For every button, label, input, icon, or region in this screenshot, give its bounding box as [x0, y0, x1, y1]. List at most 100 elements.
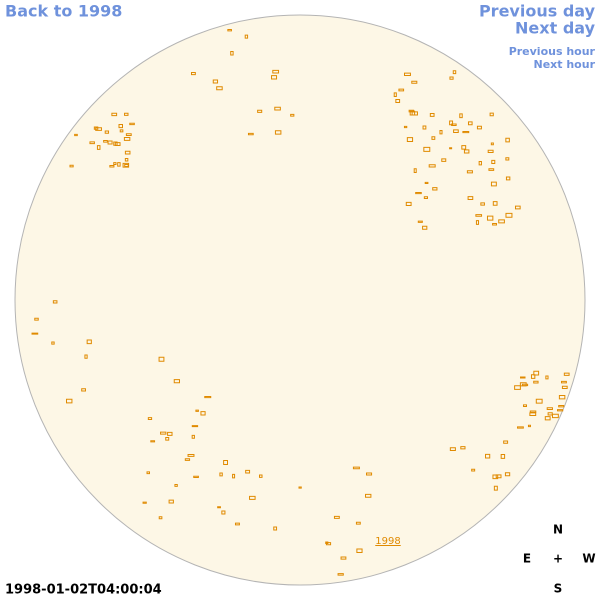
active-region-contour	[395, 99, 401, 103]
active-region-contour	[505, 176, 511, 181]
active-region-contour	[520, 376, 526, 379]
active-region-contour	[187, 453, 195, 457]
active-region-contour	[429, 112, 435, 117]
active-region-contour	[449, 76, 454, 80]
next-day-link[interactable]: Next day	[515, 19, 596, 38]
active-region-contour	[212, 79, 219, 84]
active-region-contour	[173, 379, 180, 384]
active-region-contour	[406, 137, 414, 143]
active-region-contour	[84, 354, 88, 359]
active-region-contour	[245, 469, 251, 474]
active-region-contour	[244, 34, 249, 39]
active-region-contour	[223, 460, 228, 465]
active-region-contour	[552, 413, 559, 419]
active-region-contour	[432, 187, 438, 191]
active-region-contour	[558, 394, 566, 400]
active-region-contour	[493, 485, 498, 491]
active-region-contour	[449, 147, 453, 150]
active-region-contour	[449, 447, 456, 451]
active-region-contour	[514, 205, 521, 210]
active-region-contour	[118, 124, 124, 129]
active-region-contour	[165, 436, 170, 441]
active-region-contour	[122, 162, 130, 168]
active-region-contour	[424, 181, 429, 185]
active-region-contour	[113, 162, 117, 165]
active-region-contour	[405, 201, 412, 206]
active-region-contour	[459, 113, 463, 119]
active-region-contour	[352, 466, 360, 470]
active-region-contour	[355, 521, 361, 525]
active-region-contour	[366, 472, 373, 476]
active-region-contour	[81, 388, 86, 392]
active-region-contour	[333, 515, 340, 519]
active-region-contour	[219, 472, 223, 477]
active-region-contour	[146, 471, 150, 475]
active-region-contour	[298, 486, 302, 489]
active-region-contour	[114, 142, 121, 146]
active-region-contour	[247, 132, 254, 136]
active-region-contour	[489, 112, 494, 117]
back-link[interactable]: Back to 1998	[5, 2, 122, 21]
active-region-contour	[274, 106, 281, 111]
active-region-contour	[560, 380, 567, 384]
active-region-contour	[485, 453, 491, 459]
previous-hour-link[interactable]: Previous hour	[509, 45, 596, 58]
active-region-contour	[533, 370, 540, 376]
active-region-contour	[123, 136, 131, 141]
active-region-contour	[475, 220, 480, 225]
active-region-contour	[158, 516, 163, 520]
active-region-contour	[505, 157, 510, 161]
active-region-contour	[274, 130, 282, 135]
compass-west: W	[582, 552, 595, 566]
active-region-contour	[216, 86, 223, 91]
active-region-contour	[544, 416, 551, 421]
active-region-contour	[403, 125, 408, 129]
disk-year-link[interactable]: 1998	[375, 536, 400, 547]
active-region-contour	[167, 431, 173, 436]
active-region-contour	[124, 150, 131, 155]
active-region-contour	[230, 50, 234, 56]
compass-south: S	[554, 582, 563, 596]
active-region-contour	[124, 157, 129, 162]
active-region-contour	[461, 145, 467, 150]
active-region-contour	[249, 495, 256, 500]
active-region-contour	[272, 69, 280, 74]
active-region-contour	[124, 112, 129, 116]
active-region-contour	[273, 526, 278, 531]
active-region-contour	[69, 164, 74, 168]
active-region-contour	[86, 339, 92, 345]
active-region-contour	[514, 385, 521, 390]
contours	[31, 28, 570, 576]
active-region-contour	[490, 181, 497, 187]
active-region-contour	[517, 426, 524, 429]
active-region-contour	[104, 130, 110, 134]
active-region-contour	[221, 510, 226, 515]
active-region-contour	[545, 375, 549, 380]
previous-day-link[interactable]: Previous day	[479, 2, 596, 21]
active-region-contour	[411, 111, 418, 116]
active-region-contour	[217, 506, 221, 509]
active-region-contour	[462, 130, 470, 134]
active-region-contour	[103, 140, 108, 143]
active-region-contour	[522, 404, 527, 408]
active-region-contour	[561, 385, 568, 390]
active-region-contour	[490, 142, 494, 146]
active-region-contour	[492, 222, 497, 226]
active-region-contour	[431, 136, 436, 140]
active-region-contour	[478, 161, 482, 166]
active-region-contour	[325, 542, 332, 546]
active-region-contour	[504, 472, 511, 477]
active-region-contour	[500, 453, 506, 459]
active-region-contour	[158, 356, 165, 362]
active-region-contour	[467, 196, 474, 201]
active-region-contour	[200, 411, 206, 416]
active-region-contour	[422, 125, 427, 130]
active-region-contour	[340, 556, 347, 560]
active-region-contour	[413, 168, 417, 173]
next-hour-link[interactable]: Next hour	[534, 58, 596, 71]
active-region-contour	[546, 407, 553, 410]
compass-center: +	[553, 552, 563, 566]
active-region-contour	[503, 440, 509, 444]
active-region-contour	[393, 92, 397, 97]
